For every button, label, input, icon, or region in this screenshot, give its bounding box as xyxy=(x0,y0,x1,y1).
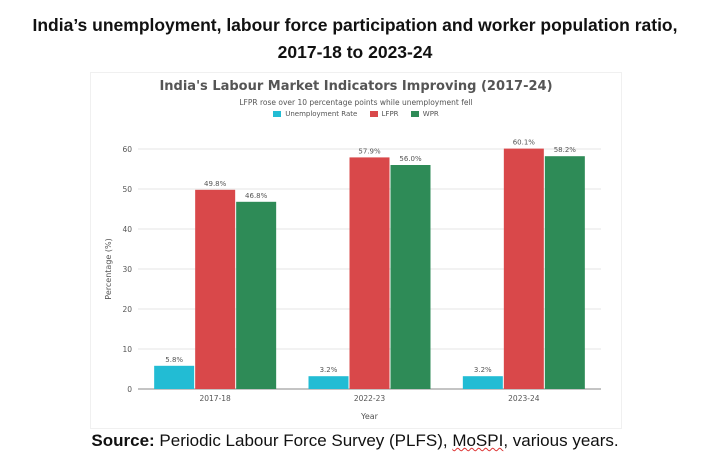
data-label: 58.2% xyxy=(554,146,577,154)
chart-subtitle: LFPR rose over 10 percentage points whil… xyxy=(239,98,473,107)
x-tick-label: 2022-23 xyxy=(354,394,386,403)
data-label: 60.1% xyxy=(513,139,536,147)
bar-unemployment-rate xyxy=(308,376,349,389)
legend-item-wpr: WPR xyxy=(410,110,439,118)
bar-lfpr xyxy=(195,189,236,389)
data-label: 57.9% xyxy=(358,147,381,155)
figure-caption-line-1: India’s unemployment, labour force parti… xyxy=(32,15,678,35)
source-text-underlined: MoSPI xyxy=(452,431,504,450)
bar-wpr xyxy=(544,156,585,389)
figure-caption-title: India’s unemployment, labour force parti… xyxy=(0,12,710,66)
legend-item-lfpr: LFPR xyxy=(369,110,399,118)
source-text-before: Periodic Labour Force Survey (PLFS), xyxy=(154,431,453,450)
data-label: 49.8% xyxy=(204,180,227,188)
bar-unemployment-rate xyxy=(154,365,195,389)
chart-legend: Unemployment Rate LFPR WPR xyxy=(91,110,621,118)
data-label: 5.8% xyxy=(165,356,183,364)
data-label: 46.8% xyxy=(245,192,268,200)
bar-lfpr xyxy=(503,148,544,389)
x-tick-label: 2023-24 xyxy=(508,394,540,403)
legend-swatch-unemployment xyxy=(273,111,282,117)
y-tick-label: 60 xyxy=(122,145,132,154)
x-tick-label: 2017-18 xyxy=(199,394,231,403)
bar-unemployment-rate xyxy=(462,376,503,389)
legend-swatch-wpr xyxy=(410,111,419,117)
bar-wpr xyxy=(236,201,277,389)
x-axis-title: Year xyxy=(360,412,379,421)
figure-caption-line-2: 2017-18 to 2023-24 xyxy=(277,42,433,62)
legend-label-unemployment: Unemployment Rate xyxy=(285,110,358,118)
bar-lfpr xyxy=(349,157,390,389)
bar-wpr xyxy=(390,165,431,389)
y-axis-title: Percentage (%) xyxy=(104,238,113,299)
legend-swatch-lfpr xyxy=(369,111,378,117)
chart-panel: India's Labour Market Indicators Improvi… xyxy=(90,72,622,429)
source-note: Source: Periodic Labour Force Survey (PL… xyxy=(0,431,710,451)
y-tick-label: 0 xyxy=(127,385,132,394)
y-tick-label: 40 xyxy=(122,225,132,234)
source-text-after: , various years. xyxy=(503,431,619,450)
y-tick-label: 30 xyxy=(122,265,132,274)
data-label: 3.2% xyxy=(474,366,492,374)
source-label: Source: xyxy=(91,431,155,450)
chart-title: India's Labour Market Indicators Improvi… xyxy=(159,79,553,94)
data-label: 56.0% xyxy=(399,155,422,163)
legend-item-unemployment: Unemployment Rate xyxy=(273,110,357,118)
y-tick-label: 50 xyxy=(122,185,132,194)
chart-plot-area: 0 10 20 30 40 50 60 5.8% 49.8% 46.8% 2017-18 3.2% 57… xyxy=(104,139,601,421)
y-tick-label: 20 xyxy=(122,305,132,314)
y-tick-label: 10 xyxy=(122,345,132,354)
legend-label-wpr: WPR xyxy=(422,110,439,118)
legend-label-lfpr: LFPR xyxy=(381,110,399,118)
data-label: 3.2% xyxy=(320,366,338,374)
